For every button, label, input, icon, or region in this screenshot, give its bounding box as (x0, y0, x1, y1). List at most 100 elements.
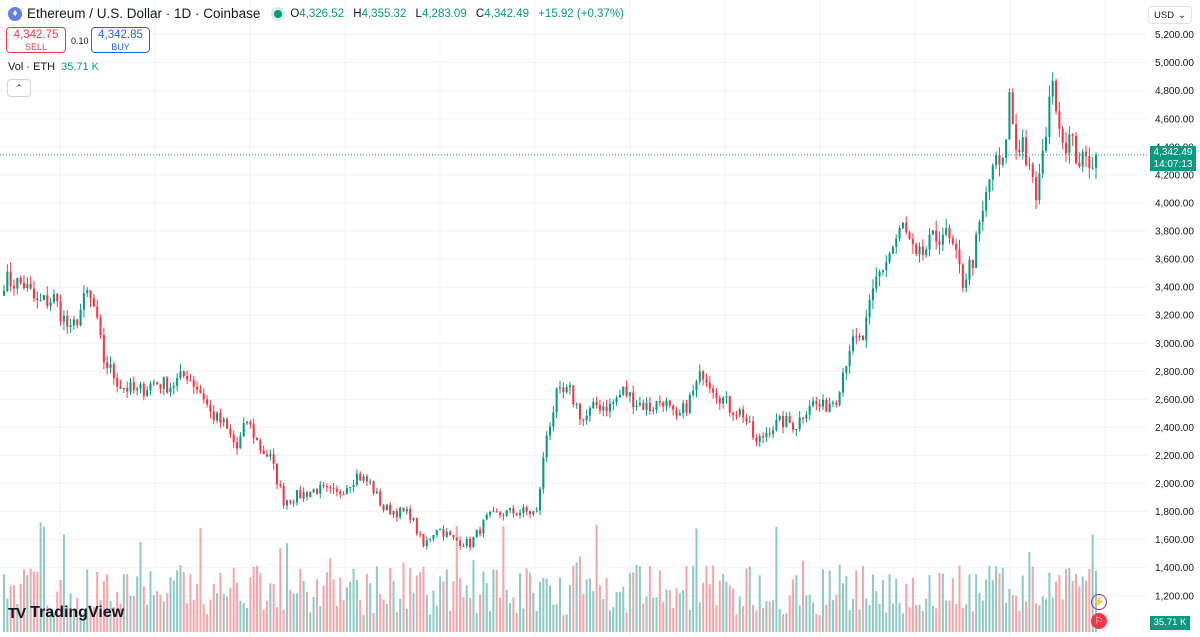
volume-bar (622, 586, 625, 632)
lightning-icon[interactable]: ⚡ (1091, 594, 1107, 610)
candle-body (379, 491, 382, 506)
candle-body (765, 432, 768, 438)
candle-body (838, 392, 841, 405)
volume-bar (102, 581, 105, 632)
volume-badge: 35.71 K (1150, 616, 1190, 630)
price-tick-label: 1,800.00 (1155, 507, 1194, 518)
candle-body (665, 400, 668, 407)
volume-bar (715, 605, 718, 632)
candle-body (755, 437, 758, 442)
volume-bar (46, 605, 49, 632)
buy-button[interactable]: 4,342.85 BUY (91, 27, 150, 53)
volume-bar (645, 596, 648, 632)
volume-bar (512, 597, 515, 632)
tradingview-logo[interactable]: TV TradingView (8, 604, 124, 622)
candle-body (255, 438, 259, 441)
candle-body (489, 512, 492, 515)
us-flag-icon[interactable]: ⚐ (1091, 613, 1107, 629)
volume-bar (538, 581, 542, 632)
volume-bar (355, 579, 358, 632)
volume-bar (1091, 534, 1094, 632)
candle-body (801, 417, 805, 419)
candle-body (455, 537, 458, 541)
volume-bar (1071, 580, 1074, 632)
volume-bar (489, 611, 492, 632)
volume-bar (92, 606, 95, 632)
volume-bar (738, 596, 741, 632)
volume-legend[interactable]: Vol · ETH 35.71 K (8, 61, 99, 73)
volume-bar (439, 576, 442, 632)
volume-bar (246, 608, 249, 632)
candle-body (429, 539, 432, 541)
candle-body (129, 382, 132, 392)
volume-bar (722, 573, 725, 632)
candle-body (432, 534, 435, 540)
candle-body (958, 249, 961, 265)
candle-body (495, 511, 498, 513)
volume-bar (555, 604, 558, 632)
volume-bar (425, 594, 428, 632)
candle-body (905, 222, 908, 233)
candle-body (685, 403, 688, 413)
candle-body (302, 492, 305, 499)
candle-body (935, 230, 938, 242)
candle-body (688, 395, 691, 413)
sell-label: SELL (24, 42, 48, 52)
volume-bar (206, 614, 209, 632)
volume-bar (129, 595, 132, 632)
candle-body (322, 484, 325, 487)
candle-body (998, 155, 1001, 165)
volume-bar (981, 600, 984, 632)
volume-bar (851, 598, 854, 632)
candle-body (449, 531, 452, 536)
candle-body (841, 372, 845, 393)
candle-body (425, 539, 428, 547)
candle-body (648, 402, 651, 412)
price-tick-label: 5,000.00 (1155, 58, 1194, 69)
volume-bar (995, 566, 998, 632)
candle-body (735, 415, 738, 417)
candle-body (216, 412, 219, 421)
chart-grid (0, 0, 1148, 637)
candle-body (752, 421, 755, 438)
collapse-legend-button[interactable]: ⌃ (7, 79, 31, 97)
candle-body (945, 228, 948, 235)
candle-body (1084, 151, 1088, 157)
volume-bar (762, 608, 765, 632)
volume-bar (792, 579, 795, 632)
volume-bar (712, 565, 715, 632)
volume-bar (502, 526, 505, 632)
volume-bar (658, 570, 661, 632)
price-tick-label: 2,400.00 (1155, 423, 1194, 434)
candle-body (758, 436, 761, 442)
volume-bar (565, 614, 568, 632)
candle-body (851, 336, 854, 352)
ethereum-icon[interactable]: ♦ (8, 6, 22, 21)
price-axis-background (1148, 0, 1200, 637)
volume-bar (815, 613, 818, 632)
volume-bar (825, 604, 828, 632)
volume-bar (472, 560, 475, 632)
volume-bar (152, 595, 155, 632)
buy-price: 4,342.85 (98, 29, 143, 41)
symbol-title[interactable]: Ethereum / U.S. Dollar · 1D · Coinbase (27, 6, 261, 21)
currency-selector[interactable]: USD ⌄ (1148, 6, 1192, 24)
volume-bar (1031, 566, 1034, 632)
sell-button[interactable]: 4,342.75 SELL (6, 27, 66, 53)
candle-body (808, 405, 811, 415)
volume-bar (62, 534, 65, 632)
volume-bar (745, 568, 748, 632)
volume-bar (755, 610, 758, 632)
candle-body (542, 457, 545, 489)
candle-body (582, 419, 585, 421)
volume-bar (971, 611, 974, 632)
volume-bar (991, 580, 994, 632)
candle-body (325, 486, 328, 488)
volume-bar (295, 593, 299, 632)
candle-body (259, 440, 262, 451)
candle-body (66, 315, 69, 328)
candle-body (565, 387, 568, 393)
candle-body (578, 404, 581, 420)
volume-bar (875, 591, 878, 632)
